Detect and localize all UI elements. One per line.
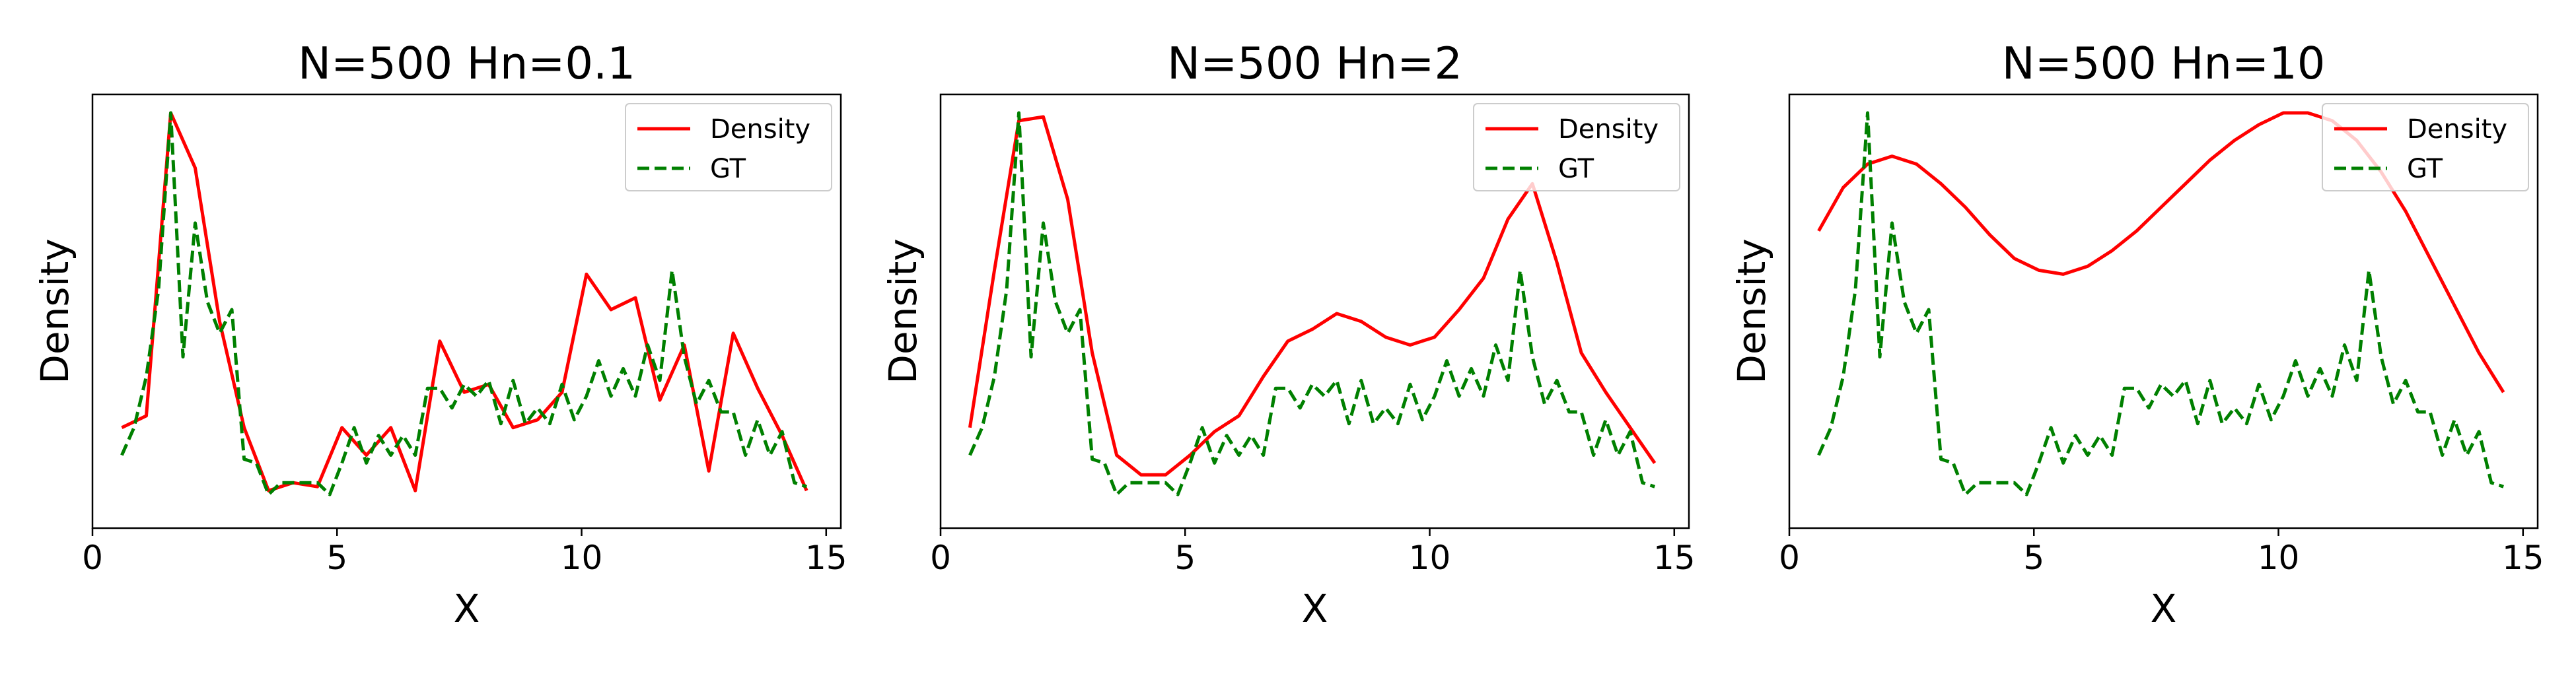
- x-tick-label: 0: [82, 539, 103, 577]
- series-gt-line: [120, 111, 807, 496]
- series-gt-line: [968, 111, 1655, 496]
- series-density-line: [968, 115, 1657, 477]
- plot-area: [968, 111, 1657, 496]
- legend-label-gt: GT: [710, 154, 746, 184]
- x-tick-label: 5: [326, 539, 347, 577]
- axes-frame: [1788, 93, 2539, 529]
- legend: Density GT: [1473, 103, 1680, 191]
- legend-label-gt: GT: [2407, 154, 2443, 184]
- x-tick-label: 15: [2502, 539, 2544, 577]
- plot-area: [120, 111, 808, 496]
- legend: Density GT: [2322, 103, 2529, 191]
- legend-label-density: Density: [1558, 114, 1659, 145]
- y-axis-label: Density: [1729, 238, 1774, 384]
- chart-title: N=500 Hn=0.1: [298, 38, 635, 89]
- x-axis-label: X: [2151, 586, 2177, 631]
- x-tick-label: 5: [2023, 539, 2044, 577]
- legend: Density GT: [625, 103, 832, 191]
- series-gt-line: [1817, 111, 2504, 496]
- chart-panel-3: N=500 Hn=10 0 5 10 15 X Density Density GT: [1729, 38, 2544, 631]
- x-tick-label: 10: [561, 539, 603, 577]
- axes-frame: [939, 93, 1690, 529]
- y-axis-label: Density: [880, 238, 925, 384]
- legend-label-gt: GT: [1558, 154, 1594, 184]
- chart-title: N=500 Hn=10: [2002, 38, 2326, 89]
- x-tick-label: 10: [2258, 539, 2300, 577]
- legend-label-density: Density: [710, 114, 810, 145]
- y-axis-label: Density: [32, 238, 77, 384]
- x-tick-label: 0: [930, 539, 951, 577]
- x-axis-label: X: [454, 586, 480, 631]
- x-tick-label: 15: [805, 539, 847, 577]
- chart-panel-1: N=500 Hn=0.1 0 5 10 15 X Density Density GT: [32, 38, 847, 631]
- x-tick-label: 15: [1653, 539, 1696, 577]
- x-tick-label: 10: [1409, 539, 1451, 577]
- x-tick-label: 5: [1174, 539, 1196, 577]
- x-axis-label: X: [1302, 586, 1328, 631]
- legend-label-density: Density: [2407, 114, 2507, 145]
- chart-panel-2: N=500 Hn=2 0 5 10 15 X Density Density GT: [880, 38, 1696, 631]
- chart-title: N=500 Hn=2: [1167, 38, 1462, 89]
- axes-frame: [91, 93, 842, 529]
- x-tick-label: 0: [1779, 539, 1800, 577]
